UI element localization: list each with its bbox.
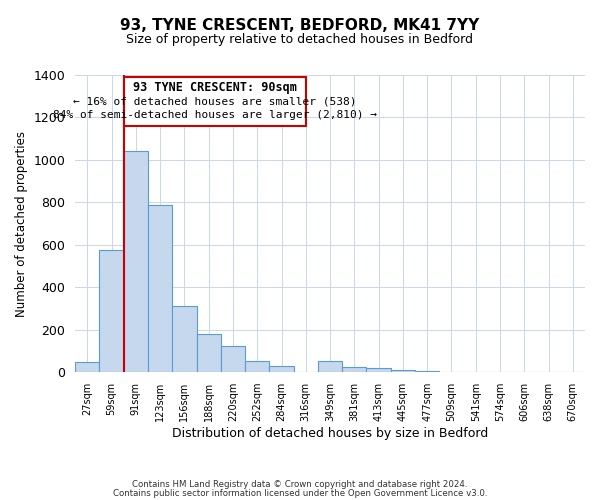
Bar xyxy=(245,360,269,372)
Bar xyxy=(197,334,221,372)
Bar xyxy=(342,367,367,372)
Text: Size of property relative to detached houses in Bedford: Size of property relative to detached ho… xyxy=(127,32,473,46)
Bar xyxy=(367,368,391,372)
Text: ← 16% of detached houses are smaller (538): ← 16% of detached houses are smaller (53… xyxy=(73,96,356,106)
Bar xyxy=(415,371,439,372)
Bar xyxy=(100,250,124,372)
Y-axis label: Number of detached properties: Number of detached properties xyxy=(15,130,28,316)
Bar xyxy=(269,366,293,372)
Bar xyxy=(172,306,197,372)
Bar xyxy=(318,360,342,372)
Bar xyxy=(391,370,415,372)
Text: Contains public sector information licensed under the Open Government Licence v3: Contains public sector information licen… xyxy=(113,489,487,498)
Bar xyxy=(148,204,172,372)
X-axis label: Distribution of detached houses by size in Bedford: Distribution of detached houses by size … xyxy=(172,427,488,440)
FancyBboxPatch shape xyxy=(124,77,306,126)
Text: 84% of semi-detached houses are larger (2,810) →: 84% of semi-detached houses are larger (… xyxy=(53,110,377,120)
Text: Contains HM Land Registry data © Crown copyright and database right 2024.: Contains HM Land Registry data © Crown c… xyxy=(132,480,468,489)
Bar xyxy=(221,346,245,372)
Bar xyxy=(75,362,100,372)
Text: 93 TYNE CRESCENT: 90sqm: 93 TYNE CRESCENT: 90sqm xyxy=(133,82,296,94)
Bar xyxy=(124,152,148,372)
Text: 93, TYNE CRESCENT, BEDFORD, MK41 7YY: 93, TYNE CRESCENT, BEDFORD, MK41 7YY xyxy=(121,18,479,32)
